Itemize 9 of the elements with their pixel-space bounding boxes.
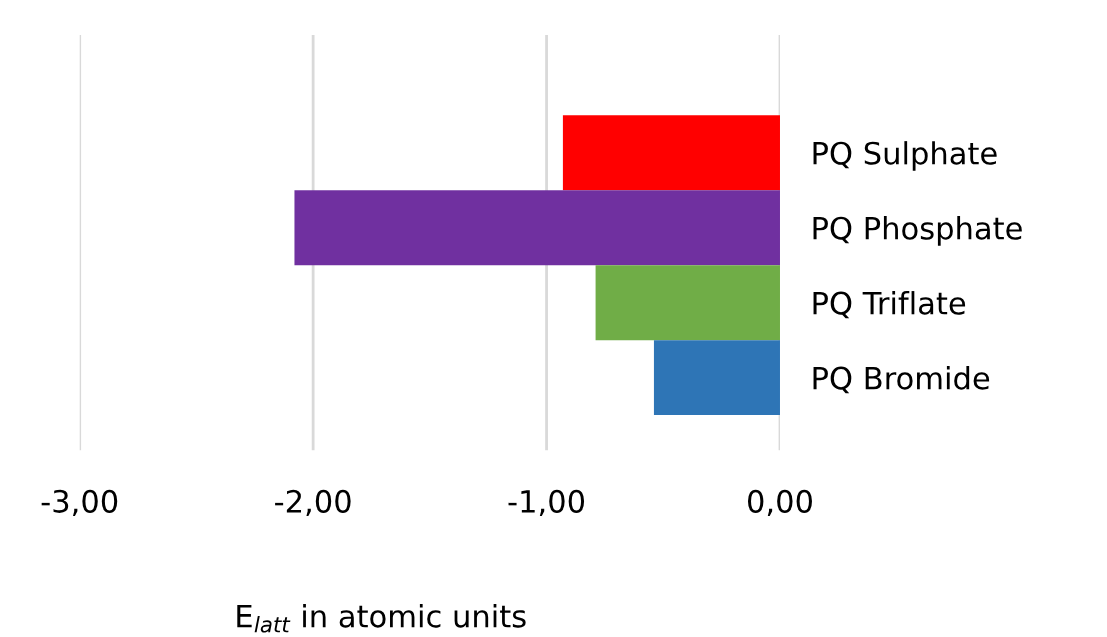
y-tick-label: PQ Bromide <box>813 366 990 394</box>
y-tick-label: PQ Sulphate <box>813 141 997 171</box>
x-tick-label: -1,00 <box>508 489 585 517</box>
y-tick-label: PQ Triflate <box>813 291 966 319</box>
x-tick-label: -2,00 <box>275 489 351 517</box>
x-axis-title: E$_{latt}$ in atomic units <box>237 604 526 633</box>
x-tick-label: -3,00 <box>41 489 118 517</box>
x-tick-label: 0,00 <box>747 489 812 517</box>
y-tick-label: PQ Phosphate <box>813 216 1022 246</box>
